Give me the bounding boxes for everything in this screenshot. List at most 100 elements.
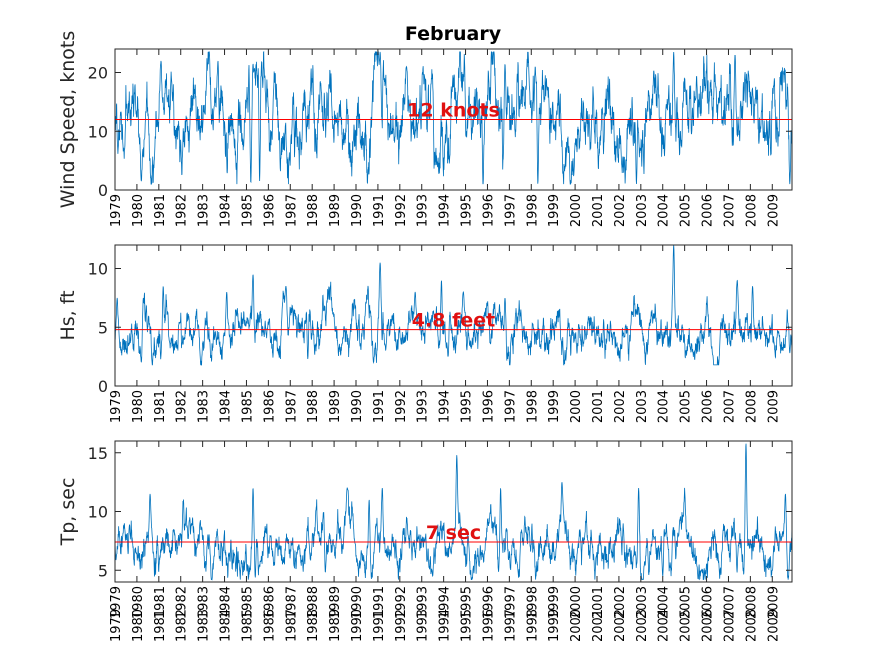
x-tick-label: 1981 (153, 390, 168, 423)
x-tick-label: 2006 (701, 390, 716, 423)
x-tick-label: 2005 (679, 194, 694, 227)
x-tick-label: 1989 (328, 609, 343, 642)
x-tick-label: 1999 (547, 586, 562, 619)
x-tick-label: 1997 (503, 194, 518, 227)
x-tick-label: 2003 (635, 194, 650, 227)
x-tick-label: 1998 (525, 194, 540, 227)
y-tick-label: 10 (88, 122, 108, 141)
x-tick-label: 1993 (416, 586, 431, 619)
x-tick-label: 1994 (438, 586, 453, 619)
x-tick-label: 1979 (109, 586, 124, 619)
x-tick-label: 2006 (701, 609, 716, 642)
x-tick-label: 2003 (635, 609, 650, 642)
x-tick-label: 2008 (744, 609, 759, 642)
x-tick-label: 1997 (503, 609, 518, 642)
x-tick-label: 1986 (262, 586, 277, 619)
x-tick-label: 1979 (109, 609, 124, 642)
chart-panel-2: 4.8 feet 0 5 10 1979 1980 1981 1982 1983 1984 1985… (57, 244, 793, 423)
x-tick-label: 1979 (109, 390, 124, 423)
y-axis-label: Hs, ft (57, 290, 79, 340)
x-tick-label: 2000 (569, 609, 584, 642)
x-tick-label: 1983 (197, 194, 212, 227)
x-tick-label: 1988 (306, 586, 321, 619)
x-tick-label: 1990 (350, 609, 365, 642)
x-tick-label: 1985 (240, 194, 255, 227)
x-tick-label: 1980 (131, 390, 146, 423)
x-tick-label: 2007 (722, 586, 737, 619)
x-tick-label: 1988 (306, 390, 321, 423)
y-tick-label: 10 (88, 260, 108, 279)
x-tick-label: 2005 (679, 609, 694, 642)
axes-box (114, 440, 793, 583)
x-tick-label: 2002 (613, 194, 628, 227)
x-tick-label: 1982 (175, 194, 190, 227)
x-tick-label: 1994 (438, 194, 453, 227)
x-tick-label: 1985 (240, 390, 255, 423)
x-tick-label: 1986 (262, 194, 277, 227)
x-tick-label: 1984 (219, 194, 234, 227)
x-tick-label: 2001 (591, 609, 606, 642)
chart-title: February (405, 23, 502, 45)
x-tick-label: 1987 (284, 390, 299, 423)
x-tick-label: 2007 (722, 390, 737, 423)
x-tick-label: 2004 (657, 194, 672, 227)
x-tick-label: 1982 (175, 609, 190, 642)
x-tick-label: 1989 (328, 194, 343, 227)
x-tick-label: 1985 (240, 609, 255, 642)
x-tick-label: 2000 (569, 586, 584, 619)
x-tick-label: 1999 (547, 390, 562, 423)
x-tick-label: 1989 (328, 586, 343, 619)
mean-annotation: 12 knots (407, 100, 500, 122)
x-tick-label: 1994 (438, 609, 453, 642)
x-tick-label: 2001 (591, 194, 606, 227)
x-tick-label: 1987 (284, 586, 299, 619)
x-tick-label: 1983 (197, 609, 212, 642)
y-tick-label: 20 (88, 64, 108, 83)
x-tick-label: 1983 (197, 586, 212, 619)
x-tick-label: 2005 (679, 390, 694, 423)
x-tick-label: 2005 (679, 586, 694, 619)
y-tick-label: 15 (88, 444, 108, 463)
x-tick-label: 1994 (438, 390, 453, 423)
x-tick-label: 1979 (109, 194, 124, 227)
mean-annotation: 4.8 feet (412, 310, 495, 332)
x-tick-label: 1992 (394, 586, 409, 619)
x-tick-label: 1991 (372, 586, 387, 619)
x-tick-label: 1980 (131, 586, 146, 619)
x-tick-label: 2000 (569, 390, 584, 423)
x-tick-label: 2004 (657, 586, 672, 619)
x-tick-label: 1999 (547, 609, 562, 642)
x-tick-label: 2000 (569, 194, 584, 227)
x-tick-label: 2007 (722, 609, 737, 642)
x-tick-label: 1996 (481, 586, 496, 619)
x-tick-label: 1998 (525, 390, 540, 423)
x-tick-label: 1990 (350, 586, 365, 619)
y-axis-label: Wind Speed, knots (57, 31, 79, 208)
y-tick-label: 10 (88, 503, 108, 522)
x-tick-label: 2006 (701, 194, 716, 227)
x-tick-label: 1991 (372, 194, 387, 227)
x-tick-label: 2008 (744, 586, 759, 619)
x-tick-label: 1984 (219, 390, 234, 423)
x-tick-label: 2002 (613, 586, 628, 619)
x-tick-label: 2002 (613, 609, 628, 642)
chart-panel-1: 12 knots 0 10 20 1979 1980 1981 1982 1983 1984 198… (57, 31, 793, 227)
x-tick-label: 1983 (197, 390, 212, 423)
x-tick-label: 2008 (744, 194, 759, 227)
axes-box (114, 48, 793, 191)
x-tick-label: 2001 (591, 586, 606, 619)
x-tick-label: 1989 (328, 390, 343, 423)
x-tick-label: 1980 (131, 194, 146, 227)
x-tick-label: 1996 (481, 390, 496, 423)
x-tick-label: 1993 (416, 390, 431, 423)
x-tick-label: 1982 (175, 586, 190, 619)
series-line (115, 245, 792, 366)
axes-box (114, 244, 793, 387)
x-tick-label: 1991 (372, 390, 387, 423)
mean-annotation: 7 sec (426, 522, 481, 544)
x-tick-label: 1998 (525, 586, 540, 619)
x-tick-label: 1981 (153, 194, 168, 227)
x-tick-label: 1997 (503, 586, 518, 619)
